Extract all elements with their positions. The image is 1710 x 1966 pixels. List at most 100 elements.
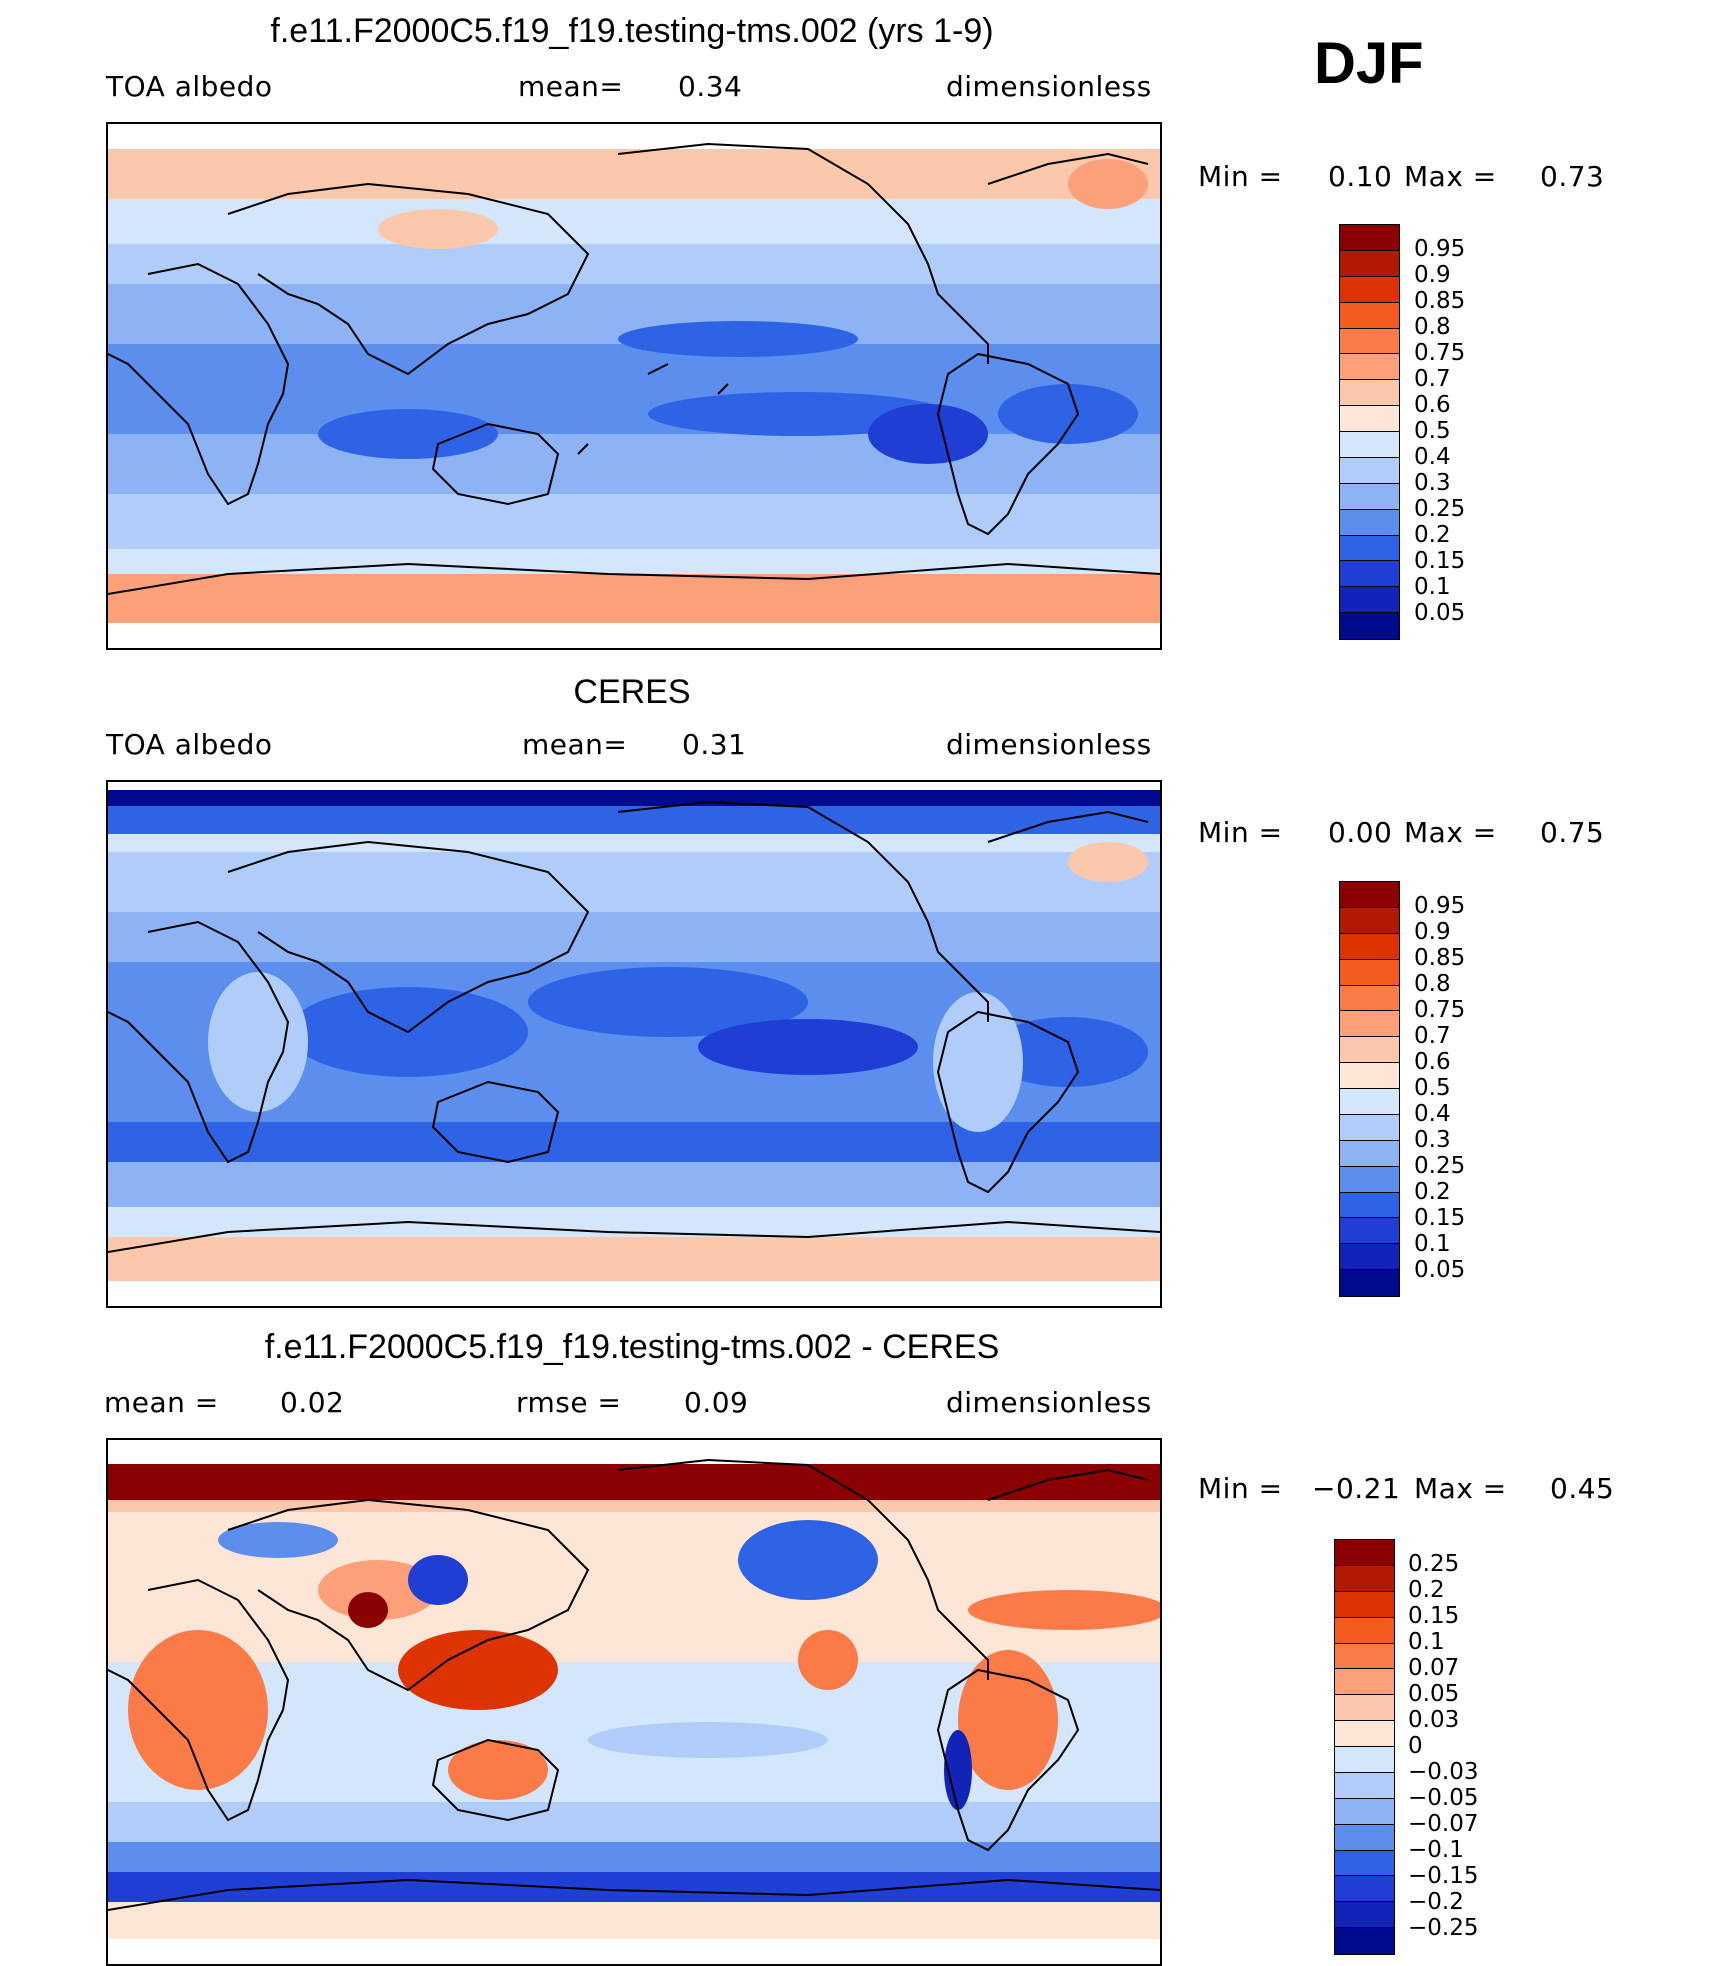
colorbar-segment bbox=[1340, 1270, 1399, 1296]
panel-3-map bbox=[106, 1438, 1162, 1966]
arctic-band bbox=[108, 149, 1160, 199]
colorbar-tick-label: 0.1 bbox=[1408, 1629, 1445, 1655]
panel-2-mean-label: mean= bbox=[522, 728, 628, 761]
colorbar-tick-label: 0.8 bbox=[1414, 314, 1451, 340]
colorbar-segment bbox=[1335, 1591, 1394, 1618]
colorbar-segment bbox=[1340, 1011, 1399, 1038]
colorbar-tick-label: 0.2 bbox=[1414, 1179, 1451, 1205]
colorbar-segment bbox=[1340, 1114, 1399, 1141]
colorbar-tick-label: 0.95 bbox=[1414, 236, 1466, 262]
colorbar-tick-label: 0.6 bbox=[1414, 1049, 1451, 1075]
colorbar-segment bbox=[1340, 380, 1399, 407]
colorbar-segment bbox=[1340, 959, 1399, 986]
colorbar-tick-label: 0.07 bbox=[1408, 1655, 1460, 1681]
panel-3-title: f.e11.F2000C5.f19_f19.testing-tms.002 - … bbox=[264, 1328, 1000, 1366]
colorbar-segment bbox=[1335, 1850, 1394, 1877]
panel-2-map bbox=[106, 780, 1162, 1308]
colorbar-tick-label: −0.2 bbox=[1408, 1889, 1464, 1915]
colorbar-tick-label: 0.8 bbox=[1414, 971, 1451, 997]
coastlines bbox=[108, 800, 1160, 1253]
colorbar-tick-label: 0.05 bbox=[1414, 600, 1466, 626]
colorbar-segment bbox=[1340, 1166, 1399, 1193]
colorbar-segment bbox=[1335, 1643, 1394, 1670]
colorbar-tick-label: 0.25 bbox=[1414, 1153, 1466, 1179]
colorbar-tick-label: 0.15 bbox=[1408, 1603, 1460, 1629]
colorbar-tick-label: 0.2 bbox=[1414, 522, 1451, 548]
panel-1-min-value: 0.10 bbox=[1328, 160, 1393, 193]
colorbar-segment bbox=[1335, 1928, 1394, 1954]
panel-3-map-svg bbox=[108, 1440, 1160, 1964]
colorbar-tick-label: 0.2 bbox=[1408, 1577, 1445, 1603]
colorbar-segment bbox=[1335, 1798, 1394, 1825]
colorbar-segment bbox=[1335, 1669, 1394, 1696]
colorbar-segment bbox=[1340, 406, 1399, 432]
colorbar-tick-label: 0.75 bbox=[1414, 340, 1466, 366]
colorbar-tick-label: 0.03 bbox=[1408, 1707, 1460, 1733]
colorbar-segment bbox=[1335, 1617, 1394, 1644]
panel-3-max-value: 0.45 bbox=[1550, 1472, 1615, 1505]
colorbar-tick-label: 0.05 bbox=[1414, 1257, 1466, 1283]
colorbar-segment bbox=[1340, 457, 1399, 484]
coastlines bbox=[108, 142, 1160, 595]
colorbar-segment bbox=[1340, 432, 1399, 458]
colorbar-tick-label: −0.07 bbox=[1408, 1811, 1479, 1837]
panel-3-colorbar bbox=[1334, 1539, 1395, 1955]
antarctic-band bbox=[108, 1237, 1160, 1281]
panel-2-mean-value: 0.31 bbox=[682, 728, 747, 761]
colorbar-segment bbox=[1335, 1824, 1394, 1851]
panel-3-min-value: −0.21 bbox=[1312, 1472, 1401, 1505]
colorbar-tick-label: 0.25 bbox=[1414, 496, 1466, 522]
panel-1-colorbar bbox=[1339, 224, 1400, 640]
colorbar-segment bbox=[1340, 561, 1399, 588]
colorbar-segment bbox=[1335, 1876, 1394, 1903]
colorbar-segment bbox=[1340, 1089, 1399, 1115]
colorbar-tick-label: 0.9 bbox=[1414, 919, 1451, 945]
colorbar-tick-label: 0.15 bbox=[1414, 548, 1466, 574]
colorbar-segment bbox=[1335, 1747, 1394, 1773]
panel-3-max-label: Max = bbox=[1414, 1472, 1507, 1505]
colorbar-segment bbox=[1340, 250, 1399, 277]
colorbar-tick-label: 0.7 bbox=[1414, 366, 1451, 392]
colorbar-segment bbox=[1340, 328, 1399, 355]
panel-3-rmse-label: rmse = bbox=[516, 1386, 622, 1419]
panel-1-mean-value: 0.34 bbox=[678, 70, 743, 103]
panel-2-max-value: 0.75 bbox=[1540, 816, 1605, 849]
colorbar-segment bbox=[1340, 1037, 1399, 1064]
panel-1-variable-label: TOA albedo bbox=[106, 70, 273, 103]
colorbar-segment bbox=[1335, 1772, 1394, 1799]
colorbar-tick-label: 0.1 bbox=[1414, 1231, 1451, 1257]
colorbar-segment bbox=[1340, 1218, 1399, 1245]
colorbar-tick-label: 0.95 bbox=[1414, 893, 1466, 919]
panel-3-mean-value: 0.02 bbox=[280, 1386, 345, 1419]
panel-2-min-label: Min = bbox=[1198, 816, 1283, 849]
colorbar-segment bbox=[1335, 1540, 1394, 1566]
colorbar-tick-label: 0.5 bbox=[1414, 418, 1451, 444]
colorbar-segment bbox=[1340, 1063, 1399, 1089]
coastlines bbox=[108, 1458, 1160, 1911]
colorbar-segment bbox=[1340, 613, 1399, 639]
colorbar-tick-label: 0.6 bbox=[1414, 392, 1451, 418]
colorbar-segment bbox=[1335, 1902, 1394, 1929]
panel-3-rmse-value: 0.09 bbox=[684, 1386, 749, 1419]
colorbar-segment bbox=[1335, 1721, 1394, 1747]
colorbar-tick-label: 0.3 bbox=[1414, 1127, 1451, 1153]
panel-1-map bbox=[106, 122, 1162, 650]
panel-2-max-label: Max = bbox=[1404, 816, 1497, 849]
colorbar-segment bbox=[1340, 354, 1399, 381]
panel-2-colorbar bbox=[1339, 881, 1400, 1297]
colorbar-tick-label: 0.5 bbox=[1414, 1075, 1451, 1101]
panel-1-title: f.e11.F2000C5.f19_f19.testing-tms.002 (y… bbox=[270, 12, 994, 50]
season-label: DJF bbox=[1314, 31, 1424, 96]
colorbar-segment bbox=[1340, 1192, 1399, 1219]
panel-3-min-label: Min = bbox=[1198, 1472, 1283, 1505]
colorbar-segment bbox=[1340, 985, 1399, 1012]
colorbar-tick-label: 0.4 bbox=[1414, 1101, 1451, 1127]
arctic-positive-band bbox=[108, 1464, 1160, 1500]
panel-1-mean-label: mean= bbox=[518, 70, 624, 103]
colorbar-segment bbox=[1340, 509, 1399, 536]
panel-2-title: CERES bbox=[573, 673, 691, 711]
colorbar-segment bbox=[1340, 1140, 1399, 1167]
colorbar-tick-label: 0.85 bbox=[1414, 945, 1466, 971]
colorbar-segment bbox=[1340, 882, 1399, 908]
colorbar-tick-label: 0.3 bbox=[1414, 470, 1451, 496]
